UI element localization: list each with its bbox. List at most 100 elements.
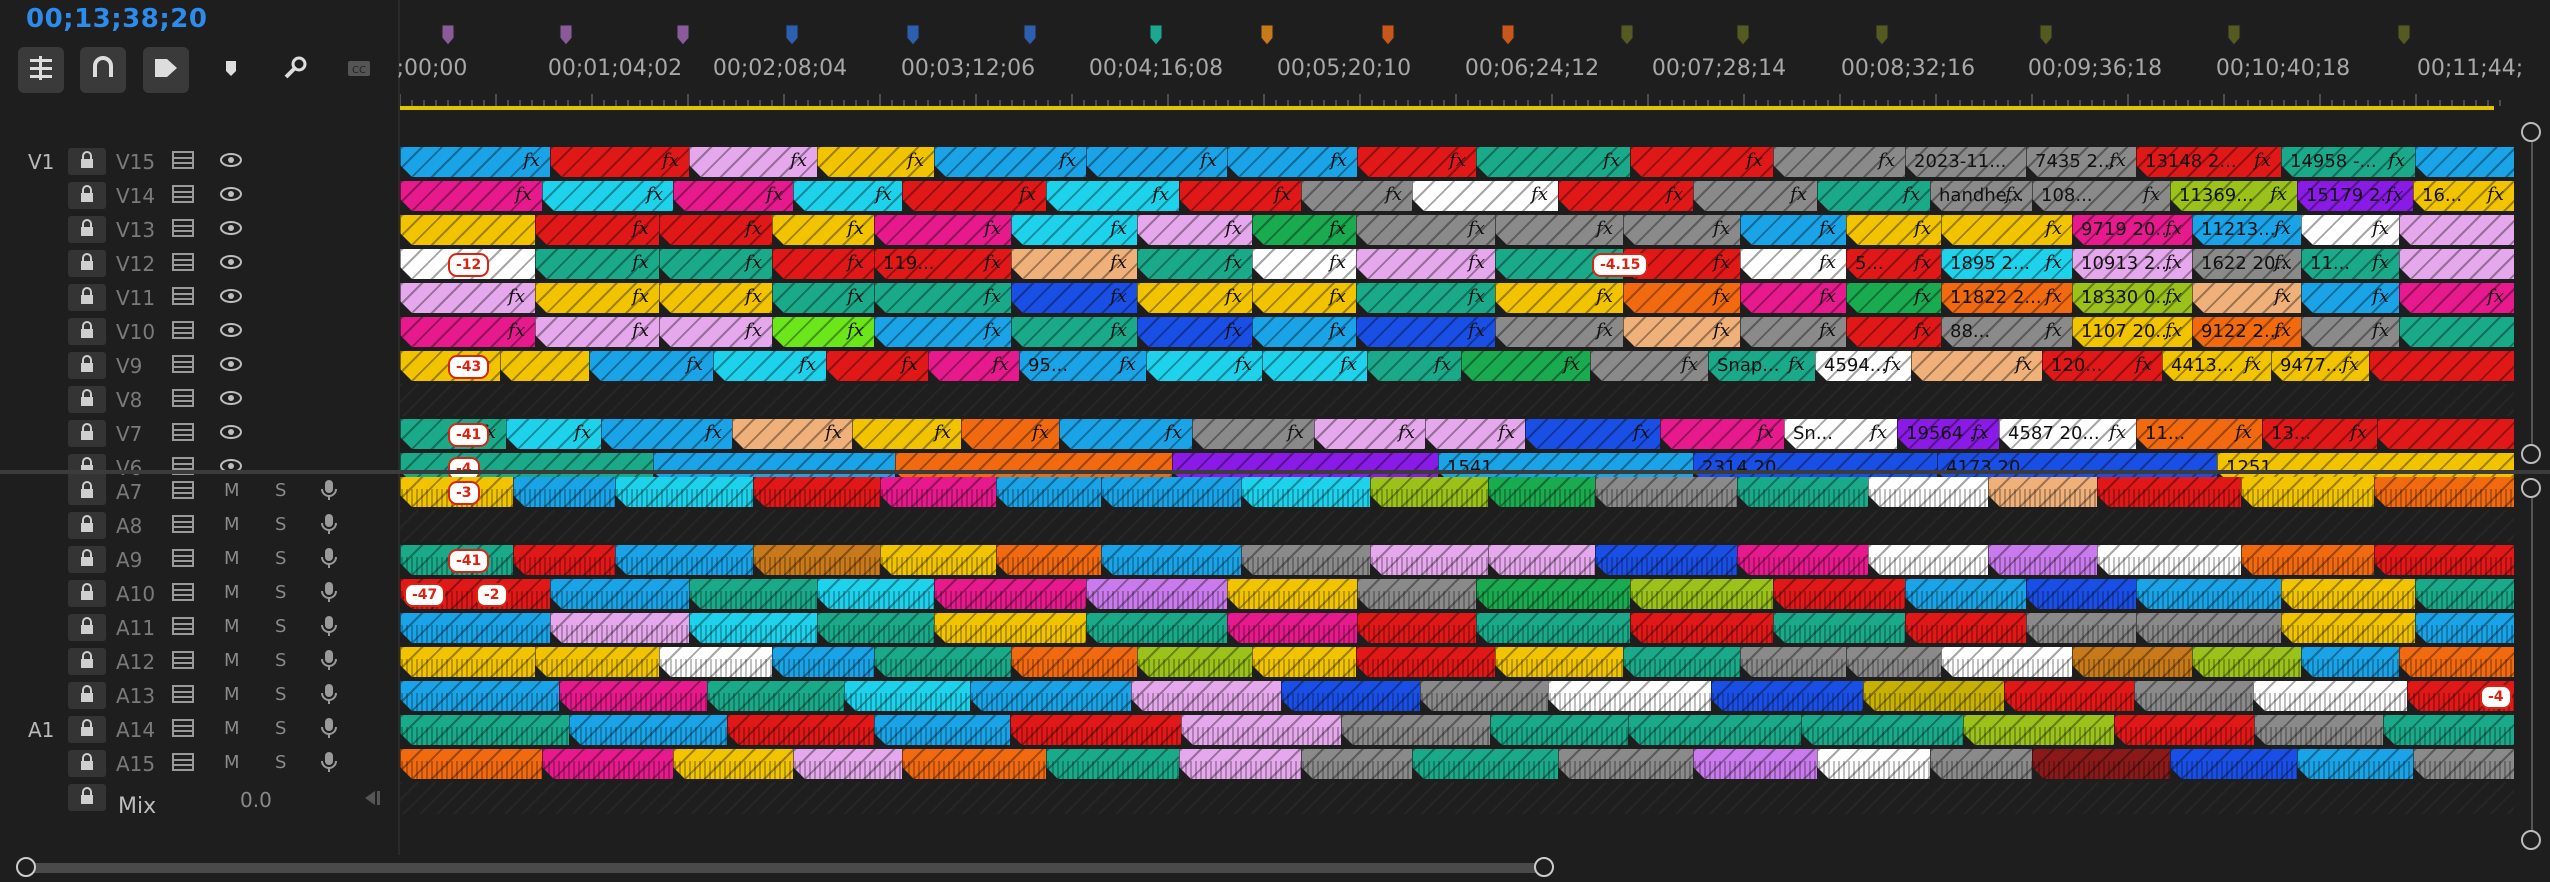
track-lane-a7[interactable]: -3 [400,476,2514,508]
audio-clip[interactable] [2374,477,2514,507]
audio-clip[interactable] [1101,477,1241,507]
video-clip[interactable]: fx [1846,283,1941,313]
audio-clip[interactable] [1179,749,1301,779]
video-clip[interactable]: 5... fx [1846,249,1941,279]
video-clip[interactable]: fx [1693,181,1817,211]
video-clip[interactable]: fx [1137,249,1252,279]
solo-track-button[interactable]: S [275,514,287,535]
audio-clip[interactable] [1963,715,2114,745]
video-clip[interactable]: fx [1179,181,1301,211]
audio-clip[interactable] [2004,681,2134,711]
audio-clip[interactable] [1737,545,1868,575]
zoom-handle-left[interactable] [16,857,36,877]
video-clip[interactable]: fx [1412,181,1558,211]
solo-track-button[interactable]: S [275,582,287,603]
video-clip[interactable]: 11822 2... fx [1941,283,2072,313]
video-clip[interactable] [2369,351,2514,381]
track-lock-toggle[interactable] [68,182,106,209]
video-clip[interactable] [500,351,589,381]
video-clip[interactable]: fx [1301,181,1412,211]
sync-lock-toggle[interactable] [170,320,196,344]
sync-lock-toggle[interactable] [170,718,196,742]
work-area-bar[interactable] [400,106,2494,110]
track-lane-a8[interactable] [400,510,2514,542]
video-clip[interactable]: fx [1495,317,1623,347]
audio-clip[interactable] [727,715,874,745]
mute-track-button[interactable]: M [224,514,240,535]
track-lock-toggle[interactable] [68,716,106,743]
track-lane-v9[interactable]: fxfxfxfxfx95...fxfxfxfxfxfxSnap...fx4594… [400,350,2514,382]
audio-clip[interactable] [2136,579,2281,609]
video-clip[interactable]: fx [1495,283,1623,313]
audio-clip[interactable] [689,613,817,643]
track-lane-a12[interactable] [400,646,2514,678]
video-clip[interactable]: fx [1252,215,1356,245]
captions-button[interactable]: CC [336,47,382,93]
sync-lock-toggle[interactable] [170,422,196,446]
audio-clip[interactable] [2413,749,2514,779]
audio-clip[interactable] [2134,681,2253,711]
video-clip[interactable]: fx [659,283,772,313]
audio-clip[interactable] [1227,613,1357,643]
video-clip[interactable]: fx [1137,283,1252,313]
video-clip[interactable]: fx [1011,249,1137,279]
video-clip[interactable]: fx [1558,181,1693,211]
audio-clip[interactable] [934,579,1086,609]
track-lane-v11[interactable]: fx fx fx fx fx fx fx fx fx fx fx fx fx 11822 2... fx 18… [400,282,2514,314]
video-clip[interactable]: 4594... fx [1815,351,1911,381]
audio-clip[interactable] [1495,647,1623,677]
video-clip[interactable]: fx [1059,419,1192,449]
audio-clip[interactable] [535,647,659,677]
video-clip[interactable]: 4587 20... fx [1999,419,2136,449]
track-lane-a10[interactable]: -47 -2 [400,578,2514,610]
audio-clip[interactable] [1412,749,1558,779]
track-lock-toggle[interactable] [68,250,106,277]
video-clip[interactable]: fx [772,283,874,313]
audio-clip[interactable] [2297,749,2413,779]
audio-clip[interactable] [1488,545,1595,575]
video-clip[interactable]: 4413... fx [2162,351,2271,381]
audio-clip[interactable] [659,647,772,677]
track-lane-v8[interactable] [400,384,2514,416]
audio-clip[interactable] [2301,647,2399,677]
video-clip[interactable]: fx [1740,283,1846,313]
video-clip[interactable]: fx [1525,419,1660,449]
mute-track-button[interactable]: M [224,616,240,637]
audio-clip[interactable] [2281,579,2415,609]
audio-clip[interactable] [1370,477,1488,507]
timeline-marker[interactable] [785,24,799,46]
voice-over-record-button[interactable] [316,718,342,742]
video-clip[interactable]: fx [1356,283,1495,313]
video-clip[interactable]: fx [1086,147,1227,177]
audio-clip[interactable] [1630,579,1773,609]
video-clip[interactable]: Sn... fx [1784,419,1897,449]
mix-volume-value[interactable]: 0.0 [240,788,272,812]
audio-clip[interactable] [1988,545,2097,575]
video-clip[interactable]: fx [772,249,874,279]
video-audio-divider[interactable] [0,470,2550,474]
video-clip[interactable]: fx [400,283,535,313]
video-clip[interactable]: fx [1630,147,1773,177]
video-clip[interactable]: fx [673,181,793,211]
video-clip[interactable]: fx [817,147,934,177]
video-clip[interactable]: 15179 2... fx [2297,181,2413,211]
playhead-timecode[interactable]: 00;13;38;20 [26,4,208,34]
scroll-handle-top[interactable] [2521,122,2541,142]
audio-clip[interactable] [400,749,542,779]
mute-track-button[interactable]: M [224,752,240,773]
audio-clip[interactable] [513,545,615,575]
sync-lock-toggle[interactable] [170,514,196,538]
solo-track-button[interactable]: S [275,718,287,739]
track-lane-v10[interactable]: fx fx fx fx fx fx fx fx fx fx fx fx fx 88... fx 1107 20… [400,316,2514,348]
toggle-track-output[interactable] [218,422,244,446]
video-clip[interactable]: 119... fx [874,249,1011,279]
audio-clip[interactable] [1868,545,1988,575]
toggle-track-output[interactable] [218,150,244,174]
video-clip[interactable]: fx [772,215,874,245]
audio-clip[interactable] [559,681,707,711]
timeline-marker[interactable] [1620,24,1634,46]
video-clip[interactable]: fx [2192,283,2301,313]
audio-clip[interactable] [753,545,880,575]
sync-lock-toggle[interactable] [170,650,196,674]
sync-lock-toggle[interactable] [170,684,196,708]
